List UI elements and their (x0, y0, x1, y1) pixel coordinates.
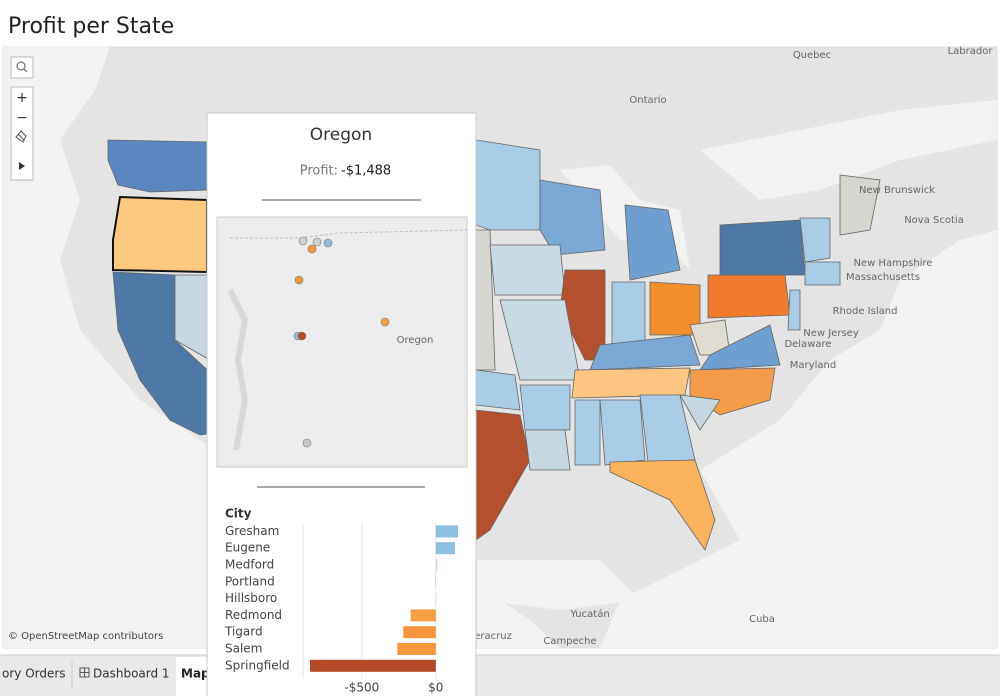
map-label: Quebec (793, 50, 831, 61)
zoom-out[interactable]: − (16, 110, 28, 126)
map-label: New Jersey (803, 328, 859, 339)
map-label: Nova Scotia (904, 215, 964, 226)
map-label: Maryland (790, 360, 836, 371)
map-label: New Brunswick (859, 185, 935, 196)
zoom-in[interactable]: + (16, 90, 28, 106)
tab-bar: ory Orders Dashboard 1 Map (0, 654, 1000, 696)
category-label: Springfield (225, 658, 290, 672)
profit-label: Profit: (300, 164, 338, 179)
category-label: Medford (225, 558, 274, 572)
profit-value: -$1,488 (341, 164, 391, 179)
bar (435, 592, 437, 605)
bar (435, 575, 436, 588)
bar (435, 559, 438, 571)
map-label: New Hampshire (853, 258, 932, 269)
city-chart: -$500 $0 Gresham Eugene Medford Portland Hills… (224, 523, 458, 695)
tab[interactable]: Dashboard 1 (93, 667, 170, 681)
map-label: Ontario (629, 95, 666, 106)
attribution: © OpenStreetMap contributors (8, 631, 163, 642)
bar (435, 525, 458, 538)
map: Labrador Quebec Ontario New Brunswick Nova S… (2, 46, 998, 649)
map-label: Yucatán (569, 608, 609, 620)
bar (435, 542, 456, 555)
bar (310, 659, 436, 672)
mini-map-label: Oregon (397, 335, 434, 346)
expand[interactable] (19, 162, 25, 170)
tooltip: Oregon Profit: -$1,488 Oregon City -$500… (206, 112, 477, 700)
category-label: Redmond (225, 608, 282, 622)
map-label: Rhode Island (833, 306, 898, 317)
pin[interactable] (15, 130, 27, 143)
bar (410, 609, 436, 622)
category-label: Hillsboro (225, 591, 277, 605)
map-label: Massachusetts (846, 272, 920, 283)
tooltip-title: Oregon (310, 125, 372, 145)
map-label: Campeche (543, 636, 596, 647)
map-label: Delaware (784, 339, 831, 350)
map-controls: + − (10, 56, 34, 181)
tab[interactable]: ory Orders (2, 667, 66, 681)
category-label: Eugene (225, 541, 270, 555)
map-label: Labrador (948, 46, 994, 57)
bar (397, 643, 436, 655)
x-tick-label: $0 (428, 681, 443, 695)
category-label: Gresham (225, 524, 279, 538)
map-label: Cuba (749, 614, 775, 625)
tab-active[interactable]: Map (181, 667, 210, 681)
map-label: Veracruz (468, 631, 512, 642)
x-tick-label: -$500 (344, 681, 379, 695)
category-header: City (225, 507, 252, 521)
page-title: Profit per State (8, 14, 174, 39)
bar (403, 626, 436, 639)
category-label: Portland (225, 574, 275, 588)
category-label: Salem (225, 642, 262, 656)
category-label: Tigard (224, 625, 263, 639)
search-button[interactable] (10, 56, 34, 79)
